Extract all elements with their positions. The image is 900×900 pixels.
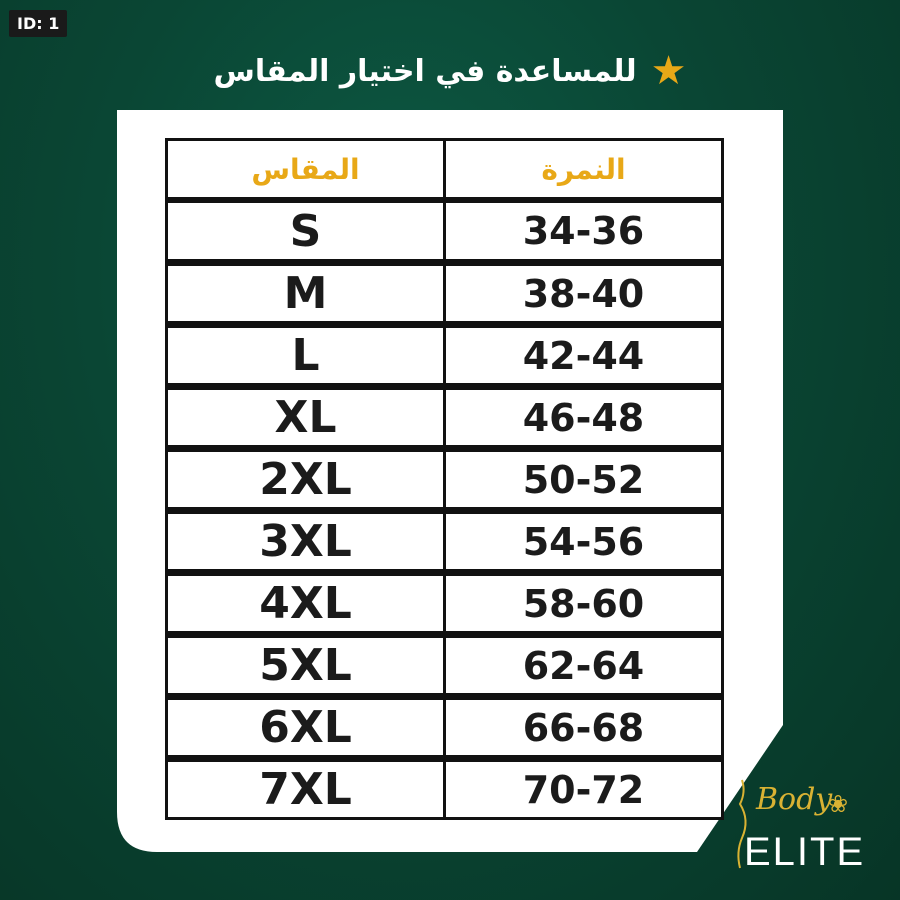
- size-cell: 4XL: [168, 576, 446, 631]
- number-cell: 50-52: [522, 457, 645, 502]
- number-cell: 66-68: [522, 705, 645, 750]
- white-panel: [117, 110, 783, 852]
- size-cell: L: [168, 328, 446, 383]
- brand-logo: Body ❀ ELITE: [728, 772, 888, 882]
- lotus-icon: ❀: [828, 790, 849, 818]
- table-row: S 34-36: [165, 200, 724, 262]
- table-row: L 42-44: [165, 324, 724, 386]
- table-row: M 38-40: [165, 262, 724, 324]
- header-size: المقاس: [168, 141, 446, 197]
- table-row: 4XL 58-60: [165, 572, 724, 634]
- table-row: 5XL 62-64: [165, 634, 724, 696]
- number-cell: 42-44: [522, 333, 645, 378]
- number-cell: 34-36: [522, 209, 645, 253]
- number-cell: 58-60: [522, 581, 645, 626]
- size-cell: XL: [168, 390, 446, 445]
- figure-icon: [737, 779, 747, 869]
- table-row: 3XL 54-56: [165, 510, 724, 572]
- number-cell: 62-64: [522, 643, 645, 688]
- number-cell: 38-40: [522, 271, 645, 316]
- size-cell: 3XL: [168, 514, 446, 569]
- size-table: المقاس النمرة S 34-36 M 38-40 L 42-44 XL 46-48 2…: [165, 138, 724, 820]
- number-cell: 70-72: [522, 767, 645, 812]
- table-header: المقاس النمرة: [165, 138, 724, 200]
- number-cell: 46-48: [522, 395, 645, 440]
- header-number: النمرة: [541, 152, 626, 186]
- logo-elite: ELITE: [744, 830, 866, 874]
- table-row: XL 46-48: [165, 386, 724, 448]
- size-cell: 5XL: [168, 638, 446, 693]
- title-bar: ★ للمساعدة في اختيار المقاس: [170, 46, 730, 96]
- size-cell: 7XL: [168, 762, 446, 817]
- id-tag: ID: 1: [9, 10, 68, 37]
- size-cell: 6XL: [168, 700, 446, 755]
- table-row: 2XL 50-52: [165, 448, 724, 510]
- logo-body: Body: [756, 782, 833, 817]
- table-row: 7XL 70-72: [165, 758, 724, 820]
- star-icon: ★: [650, 48, 687, 94]
- table-row: 6XL 66-68: [165, 696, 724, 758]
- number-cell: 54-56: [522, 519, 645, 564]
- size-cell: M: [168, 266, 446, 321]
- size-cell: S: [168, 203, 446, 259]
- size-cell: 2XL: [168, 452, 446, 507]
- title: للمساعدة في اختيار المقاس: [213, 53, 637, 89]
